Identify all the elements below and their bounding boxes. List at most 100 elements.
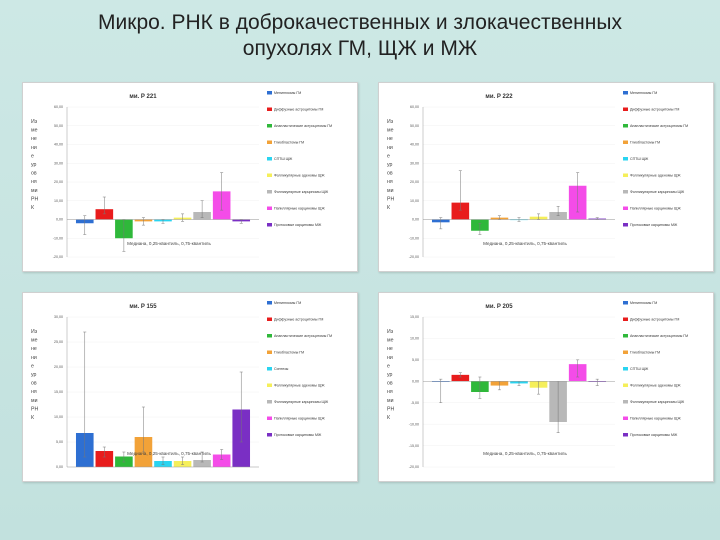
y-tick-label: -5,00 xyxy=(411,401,419,405)
x-axis-label: Медиана, 0,25-квантиль, 0,75-квантиль xyxy=(483,451,567,456)
chart-title: ми. Р 155 xyxy=(129,304,157,310)
y-axis-label-part: ня xyxy=(387,179,393,185)
y-axis-label-part: ур xyxy=(31,372,37,378)
y-tick-label: 15,00 xyxy=(410,315,419,319)
legend-label: Фолликулярные аденомы ЩЖ xyxy=(630,384,681,388)
y-tick-label: 30,00 xyxy=(410,161,419,165)
y-tick-label: -20,00 xyxy=(409,255,419,259)
legend-swatch xyxy=(623,223,628,227)
legend-label: Менингиомы ГМ xyxy=(274,91,301,95)
legend-swatch xyxy=(267,334,272,338)
y-tick-label: 10,00 xyxy=(410,337,419,341)
legend-swatch xyxy=(623,206,628,210)
y-tick-label: 20,00 xyxy=(410,180,419,184)
y-axis-label-part: ов xyxy=(31,381,37,387)
legend-swatch xyxy=(623,91,628,95)
legend-label: Глиобластомы ГМ xyxy=(274,351,304,355)
y-tick-label: 50,00 xyxy=(410,124,419,128)
y-axis-label-part: К xyxy=(387,415,390,421)
y-axis-label-part: К xyxy=(387,205,390,211)
legend-label: Диффузные астроцитомы ГМ xyxy=(274,318,323,322)
legend-label: Протоковые карциномы МЖ xyxy=(630,433,678,437)
y-tick-label: 40,00 xyxy=(54,143,63,147)
y-tick-label: 40,00 xyxy=(410,143,419,147)
chart-mir-222: ми. Р 222 Из ме не ни е ур ов ня ми РН К -20,00 -10,0… xyxy=(387,91,688,259)
legend-label: Фолликулярные аденомы ЩЖ xyxy=(630,174,681,178)
legend-swatch xyxy=(267,416,272,420)
y-axis-label-part: ни xyxy=(31,145,37,151)
y-axis-label-part: не xyxy=(31,346,37,352)
legend-label: СПТШ ЩЖ xyxy=(630,157,649,161)
legend-label: Диффузные астроцитомы ГМ xyxy=(630,318,679,322)
legend-swatch xyxy=(267,317,272,321)
legend-swatch xyxy=(267,400,272,404)
legend-label: Диффузные астроцитомы ГМ xyxy=(274,108,323,112)
legend-swatch xyxy=(623,190,628,194)
y-axis-label-part: ур xyxy=(31,162,37,168)
y-tick-label: 60,00 xyxy=(54,105,63,109)
y-axis-label-part: ме xyxy=(31,128,38,134)
legend-swatch xyxy=(623,124,628,128)
slide-title: Микро. РНК в доброкачественных и злокаче… xyxy=(0,10,720,62)
y-axis-label-part: Из xyxy=(31,329,38,335)
legend-label: Фолликулярные аденомы ЩЖ xyxy=(274,384,325,388)
y-tick-label: 25,00 xyxy=(54,340,63,344)
y-axis-label-part: ур xyxy=(387,372,393,378)
x-axis-label: Медиана, 0,25-квантиль, 0,75-квантиль xyxy=(127,241,211,246)
legend-swatch xyxy=(267,157,272,161)
y-axis-label-part: ми xyxy=(387,398,394,404)
chart-title: ми. Р 205 xyxy=(485,304,513,310)
legend-swatch xyxy=(623,350,628,354)
legend-label: Синтезы xyxy=(274,367,289,371)
y-tick-label: 60,00 xyxy=(410,105,419,109)
legend-label: Папиллярные карциномы ЩЖ xyxy=(274,207,325,211)
y-tick-label: 5,00 xyxy=(412,358,419,362)
legend-swatch xyxy=(623,416,628,420)
legend-swatch xyxy=(267,124,272,128)
legend-label: Папиллярные карциномы ЩЖ xyxy=(630,417,681,421)
y-axis-label-part: Из xyxy=(31,119,38,125)
y-axis-label-part: ни xyxy=(387,145,393,151)
y-axis-label-part: ме xyxy=(387,338,394,344)
legend-label: Анапластические астроцитомы ГМ xyxy=(630,124,688,128)
legend-swatch xyxy=(623,433,628,437)
legend-label: СПТШ ЩЖ xyxy=(630,367,649,371)
y-tick-label: -20,00 xyxy=(409,465,419,469)
legend-label: Глиобластомы ГМ xyxy=(630,351,660,355)
legend-label: Диффузные астроцитомы ГМ xyxy=(630,108,679,112)
y-axis-label-part: е xyxy=(31,363,34,369)
y-axis-label-part: К xyxy=(31,415,34,421)
y-tick-label: 20,00 xyxy=(54,365,63,369)
bar xyxy=(451,202,470,220)
y-tick-label: -15,00 xyxy=(409,444,419,448)
y-tick-label: 20,00 xyxy=(54,180,63,184)
y-tick-label: 30,00 xyxy=(54,161,63,165)
legend-swatch xyxy=(623,383,628,387)
legend-swatch xyxy=(623,301,628,305)
y-axis-label-part: ни xyxy=(31,355,37,361)
legend-swatch xyxy=(623,367,628,371)
chart-mir-155: ми. Р 155 Из ме не ни е ур ов ня ми РН К 0,00 5,00 10,… xyxy=(31,301,332,469)
y-axis-label-part: РН xyxy=(387,196,394,202)
legend-swatch xyxy=(267,383,272,387)
y-axis-label-part: е xyxy=(387,363,390,369)
y-tick-label: 0,00 xyxy=(56,465,63,469)
chart-mir-205: ми. Р 205 Из ме не ни е ур ов ня ми РН К -20,00 -15,0… xyxy=(387,301,688,469)
legend-swatch xyxy=(623,157,628,161)
chart-title: ми. Р 221 xyxy=(129,94,157,100)
legend-label: Анапластические астроцитомы ГМ xyxy=(274,124,332,128)
y-tick-label: -10,00 xyxy=(53,236,63,240)
y-tick-label: 10,00 xyxy=(54,199,63,203)
legend-swatch xyxy=(267,107,272,111)
y-axis-label-part: ов xyxy=(31,171,37,177)
slide-title-line2: опухолях ГМ, ЩЖ и МЖ xyxy=(242,37,478,60)
y-axis-label-part: ме xyxy=(387,128,394,134)
y-axis-label-part: не xyxy=(31,136,37,142)
bar xyxy=(212,454,231,467)
bar xyxy=(193,460,211,467)
chart-mir-221: ми. Р 221 Из ме не ни е ур ов ня ми РН К -20,00 -10,0… xyxy=(31,91,332,259)
legend-label: Фолликулярные карциномы ЩЖ xyxy=(274,190,329,194)
bar xyxy=(95,451,114,467)
legend-label: Папиллярные карциномы ЩЖ xyxy=(274,417,325,421)
legend-label: Глиобластомы ГМ xyxy=(274,141,304,145)
